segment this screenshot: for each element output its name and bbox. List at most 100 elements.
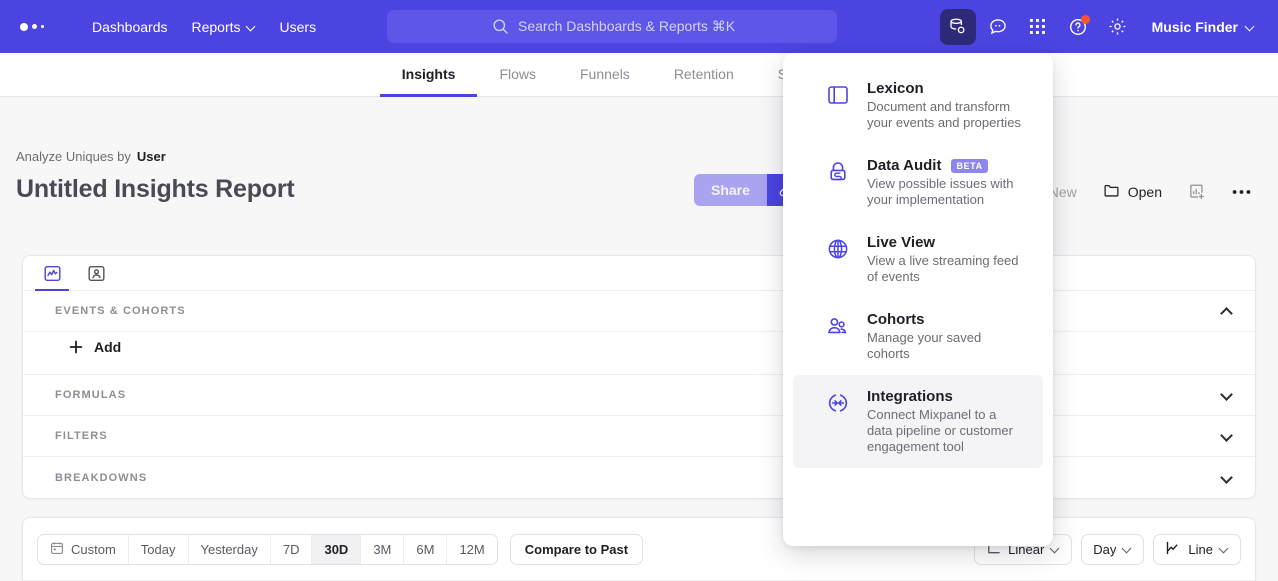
tab-retention[interactable]: Retention [673,65,734,82]
integrations-arrows-icon [825,388,851,455]
chevron-down-icon [1246,22,1255,31]
notification-dot [1080,14,1090,24]
section-breakdowns: Breakdowns [23,457,1255,498]
menu-item-data-audit-title: Data Audit BETA [867,157,1023,174]
beta-badge: BETA [951,158,988,173]
tab-insights[interactable]: Insights [379,53,478,97]
chevron-down-icon [1051,545,1060,554]
analyze-summary: Analyze Uniques by User [16,149,166,164]
tab-flows[interactable]: Flows [499,65,536,82]
add-chart-icon[interactable] [1177,175,1217,209]
logo-dot-small [41,25,44,28]
menu-item-lexicon[interactable]: Lexicon Document and transform your even… [793,67,1043,144]
range-12m[interactable]: 12M [459,541,485,557]
primary-nav-links: Dashboards Reports Users [82,12,326,42]
section-formulas: Formulas [23,375,1255,416]
feedback-chat-icon[interactable] [980,9,1016,45]
menu-item-lexicon-desc: Document and transform your events and p… [867,99,1021,130]
range-custom[interactable]: Custom [38,534,129,564]
events-cohorts-body: Add [23,332,1255,375]
range-custom-label: Custom [71,541,116,557]
chevron-down-icon[interactable] [1222,430,1233,441]
top-navigation-bar: Dashboards Reports Users Search Dashboar… [0,0,1278,53]
global-search-input[interactable]: Search Dashboards & Reports ⌘K [387,10,837,43]
menu-item-integrations-title: Integrations [867,388,953,405]
menu-item-data-audit[interactable]: Data Audit BETA View possible issues wit… [793,144,1043,221]
menu-item-cohorts-title: Cohorts [867,311,925,328]
user-account-label: Music Finder [1151,18,1238,35]
range-yesterday[interactable]: Yesterday [189,534,271,564]
interval-selector[interactable]: Day [1081,533,1145,565]
chart-toolbar: Custom Today Yesterday 7D 30D 3M 6M 12M … [23,518,1255,581]
section-breakdowns-label: Breakdowns [55,471,148,484]
analyze-value-label[interactable]: User [136,149,166,164]
chevron-down-icon [247,22,256,31]
menu-item-live-view-desc: View a live streaming feed of events [867,253,1019,284]
line-chart-icon [1165,540,1181,559]
page-title[interactable]: Untitled Insights Report [16,175,295,203]
chevron-down-icon[interactable] [1222,389,1233,400]
nav-link-dashboards[interactable]: Dashboards [82,12,178,42]
folder-icon [1103,182,1120,202]
search-icon [492,18,509,35]
range-3m[interactable]: 3M [361,534,405,564]
section-events-cohorts-label: Events & Cohorts [55,305,186,317]
settings-gear-icon[interactable] [1100,9,1136,45]
menu-item-live-view-title: Live View [867,234,936,251]
events-chart-tab[interactable] [35,258,69,291]
chart-card: Custom Today Yesterday 7D 30D 3M 6M 12M … [22,517,1256,581]
section-formulas-label: Formulas [55,389,127,401]
range-6m[interactable]: 6M [404,534,448,564]
nav-link-reports[interactable]: Reports [182,12,266,42]
data-management-icon[interactable] [939,8,976,45]
user-profile-tab[interactable] [79,258,113,291]
nav-link-reports-label: Reports [191,18,241,35]
new-report-button[interactable]: New [1038,176,1088,208]
nav-link-dashboards-label: Dashboards [92,18,168,35]
date-range-selector: Custom Today Yesterday 7D 30D 3M 6M 12M [37,533,498,565]
mixpanel-logo[interactable] [20,22,44,31]
menu-item-integrations[interactable]: Integrations Connect Mixpanel to a data … [793,375,1043,468]
share-button-label: Share [711,182,750,198]
new-report-label: New [1048,184,1077,200]
tab-funnels[interactable]: Funnels [580,65,630,82]
data-audit-lock-icon [825,157,851,208]
query-builder-card: Events & Cohorts Add Formulas Filters [22,255,1256,499]
compare-to-past-button[interactable]: Compare to Past [509,533,644,565]
chart-type-selector[interactable]: Line [1153,533,1241,565]
add-event-button[interactable]: Add [61,334,129,360]
range-30d[interactable]: 30D [312,534,362,564]
globe-icon [825,234,851,285]
nav-link-users[interactable]: Users [270,12,327,42]
book-icon [825,80,851,131]
chevron-down-icon [1220,545,1229,554]
help-question-icon[interactable] [1060,9,1096,45]
chart-type-label: Line [1188,541,1213,557]
share-button[interactable]: Share [694,174,767,206]
apps-grid-icon[interactable] [1020,9,1056,45]
insights-page: Analyze Uniques by User Untitled Insights… [0,97,1278,581]
calendar-icon [50,541,64,558]
menu-item-cohorts[interactable]: Cohorts Manage your saved cohorts [793,298,1043,375]
user-account-menu[interactable]: Music Finder [1140,12,1264,42]
top-nav-icon-group: Music Finder [939,0,1264,53]
query-builder-tabs [23,256,1255,291]
range-7d[interactable]: 7D [271,534,313,564]
global-search-placeholder: Search Dashboards & Reports ⌘K [518,18,736,34]
menu-item-data-audit-desc: View possible issues with your implement… [867,176,1014,207]
logo-dot-medium [32,24,37,29]
more-options-icon[interactable] [1221,181,1262,203]
open-report-button[interactable]: Open [1092,174,1173,210]
section-events-cohorts: Events & Cohorts [23,291,1255,332]
chevron-up-icon[interactable] [1222,305,1233,316]
interval-label: Day [1093,541,1117,557]
menu-item-live-view[interactable]: Live View View a live streaming feed of … [793,221,1043,298]
range-today[interactable]: Today [129,534,189,564]
section-filters-label: Filters [55,430,108,442]
section-filters: Filters [23,416,1255,457]
menu-item-integrations-desc: Connect Mixpanel to a data pipeline or c… [867,407,1013,454]
chevron-down-icon[interactable] [1222,472,1233,483]
logo-dot-large [20,22,28,31]
compare-to-past-label: Compare to Past [524,541,629,557]
